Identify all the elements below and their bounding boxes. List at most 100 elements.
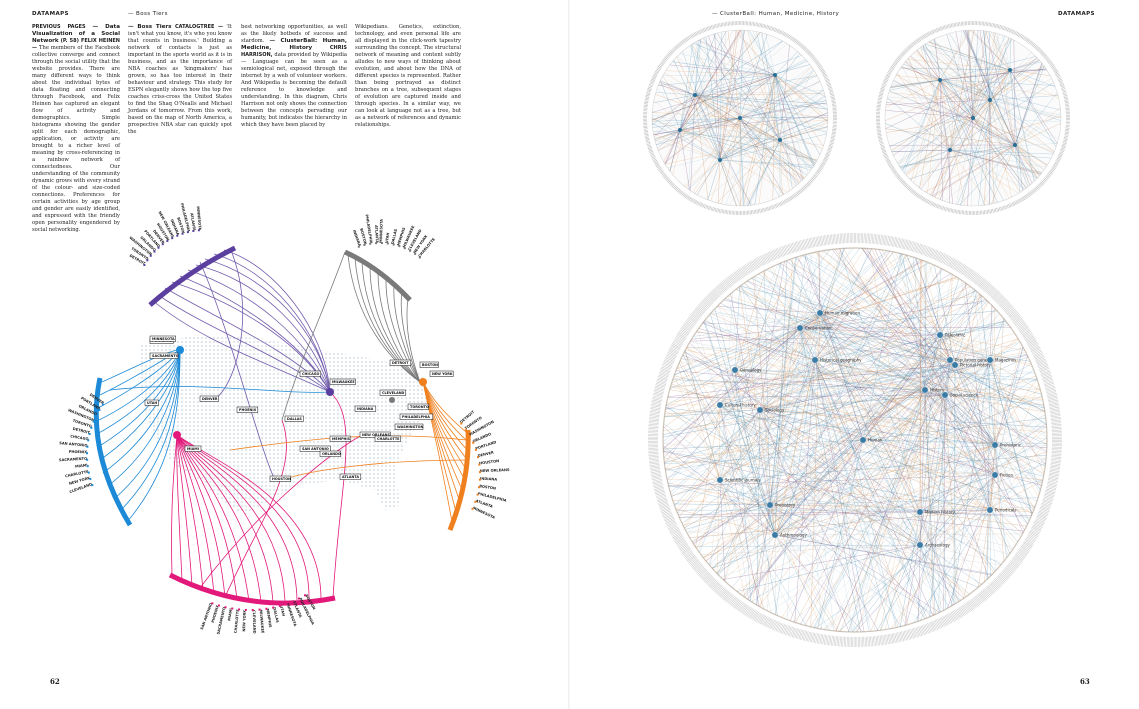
arc-tick xyxy=(181,232,184,235)
city-tag-label: DALLAS xyxy=(287,417,302,421)
cluster-link xyxy=(735,30,776,76)
cluster-link xyxy=(890,79,941,87)
cluster-hub-node xyxy=(756,406,764,414)
cluster-link xyxy=(1009,69,1057,148)
cluster-link xyxy=(694,40,783,96)
cluster-link xyxy=(723,327,801,581)
cluster-link xyxy=(889,99,991,147)
cluster-link xyxy=(870,511,921,632)
cluster-link xyxy=(769,268,943,506)
cluster-link xyxy=(759,283,966,411)
cluster-link xyxy=(653,94,696,103)
arc-tick-label: PHOENIX xyxy=(69,450,88,454)
page-gutter xyxy=(568,0,570,709)
cluster-link xyxy=(819,312,1047,452)
cluster-link xyxy=(662,389,926,438)
cluster-link xyxy=(919,407,1045,546)
cluster-link xyxy=(892,82,1016,146)
cluster-link xyxy=(734,256,913,371)
cluster-link xyxy=(774,533,1023,536)
arc-tick-label: DALLAS xyxy=(272,607,279,624)
cluster-link xyxy=(663,327,801,429)
cluster-link xyxy=(665,70,776,76)
cluster-link xyxy=(752,30,776,76)
cluster-link xyxy=(885,99,991,105)
cluster-link xyxy=(692,364,956,543)
cluster-link xyxy=(779,139,783,196)
cluster-link xyxy=(849,389,926,632)
cluster-link xyxy=(719,159,753,206)
boss-tiers-network-map: PORTLAND SACRAMENTO UTAH DENVER PHOENIX DALLA… xyxy=(59,203,510,635)
cluster-link xyxy=(700,544,921,555)
cluster-link xyxy=(759,409,1044,477)
cluster-link xyxy=(667,139,781,169)
city-tag-box xyxy=(329,378,356,385)
arc-tick xyxy=(95,414,98,417)
cluster-link xyxy=(719,404,951,607)
cluster-link xyxy=(717,359,816,575)
cluster-link xyxy=(744,282,801,329)
cluster-link xyxy=(679,53,776,76)
cluster-link xyxy=(671,327,801,383)
cluster-link xyxy=(670,359,816,493)
cluster-link xyxy=(691,327,801,340)
city-tag-box xyxy=(149,352,179,359)
cluster-link xyxy=(774,74,805,179)
cluster-link xyxy=(694,94,752,206)
cluster-link xyxy=(708,315,816,361)
arc-tick xyxy=(87,439,90,442)
arc-tick xyxy=(363,243,366,246)
left-folio: 62 xyxy=(50,677,60,686)
city-tag-box xyxy=(407,403,430,410)
cluster-link xyxy=(655,129,681,143)
cluster-link xyxy=(799,252,813,329)
cluster-link xyxy=(719,298,986,481)
cluster-link xyxy=(759,409,1047,428)
cluster-link xyxy=(913,257,926,391)
text-column-4: Wikipedians. Genetics, extinction, techn… xyxy=(355,24,461,129)
cluster-link xyxy=(802,444,996,625)
cluster-link xyxy=(924,389,936,615)
cluster-link xyxy=(928,262,996,476)
cluster-link xyxy=(660,80,681,131)
cluster-link xyxy=(686,347,761,411)
cluster-node xyxy=(718,158,722,162)
hub-marker-gray xyxy=(389,397,395,403)
cluster-link xyxy=(663,359,816,452)
cluster-link xyxy=(653,99,721,161)
cluster-link xyxy=(693,312,821,337)
cluster-link xyxy=(799,300,988,329)
cluster-link xyxy=(694,94,801,183)
cluster-link xyxy=(759,409,1038,502)
cluster-link xyxy=(804,389,926,626)
cluster-link xyxy=(972,54,1035,119)
arc-tick xyxy=(478,463,481,466)
cluster-hub-label: Archaeology xyxy=(925,543,950,548)
cluster-link xyxy=(954,364,1048,446)
cluster-link xyxy=(934,38,941,81)
cluster-link xyxy=(719,247,855,406)
cluster-link xyxy=(719,248,865,481)
cluster-link xyxy=(949,143,1058,151)
cluster-link xyxy=(989,59,1039,101)
cluster-link xyxy=(699,39,741,119)
cluster-link xyxy=(652,110,681,131)
cluster-link xyxy=(662,445,776,536)
cluster-link xyxy=(652,117,741,128)
arc-tick xyxy=(478,471,481,474)
cluster-link xyxy=(667,359,991,397)
cluster-link xyxy=(799,327,1045,412)
cluster-link xyxy=(774,426,1047,536)
cluster-link xyxy=(663,450,996,476)
cluster-node xyxy=(738,116,742,120)
city-tags: PORTLANDSACRAMENTOUTAHDENVERPHOENIXDALLA… xyxy=(144,335,454,482)
cluster-link xyxy=(678,509,991,515)
cluster-link xyxy=(652,112,741,119)
city-tag-box xyxy=(269,475,292,482)
city-tag-box xyxy=(299,445,331,452)
arc-tick-label: BOSTON xyxy=(479,484,496,491)
cluster-link xyxy=(934,117,974,198)
cluster-link xyxy=(653,74,776,136)
arc-tick xyxy=(217,604,220,607)
city-tag-label: MIAMI xyxy=(187,447,199,451)
